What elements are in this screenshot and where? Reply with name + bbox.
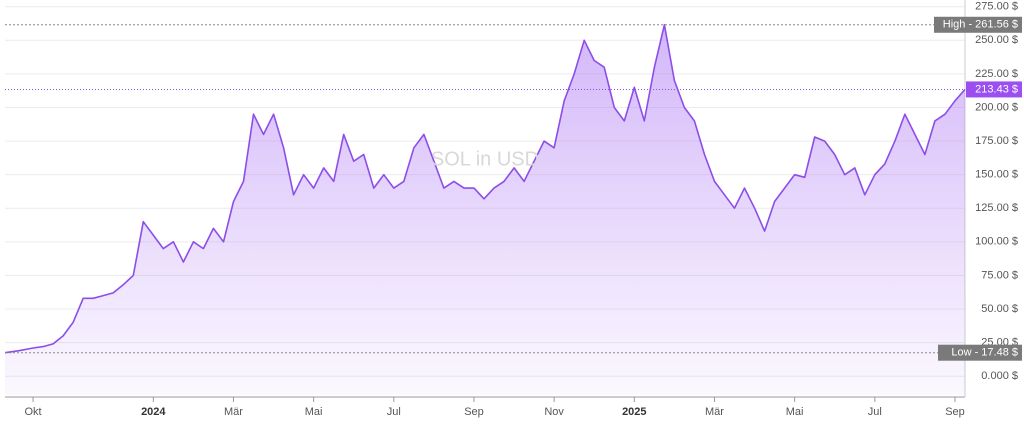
- y-tick-label: 200.00 $: [975, 101, 1018, 113]
- y-tick-label: 225.00 $: [975, 68, 1018, 80]
- y-tick-label: 125.00 $: [975, 202, 1018, 214]
- x-tick-label: 2025: [622, 406, 646, 418]
- last-label-bg: [966, 81, 1022, 98]
- x-tick-label: Jul: [387, 406, 401, 418]
- x-tick-label: Sep: [464, 406, 484, 418]
- low-label: Low - 17.48 $: [951, 347, 1018, 359]
- high-label: High - 261.56 $: [943, 19, 1018, 31]
- x-tick-label: 2024: [141, 406, 166, 418]
- last-label: 213.43 $: [975, 83, 1018, 95]
- x-tick-label: Mär: [224, 406, 243, 418]
- x-tick-label: Mai: [786, 406, 804, 418]
- y-tick-label: 50.00 $: [981, 303, 1018, 315]
- x-tick-label: Sep: [945, 406, 965, 418]
- watermark-title: SOL in USD: [431, 148, 539, 170]
- x-tick-label: Mai: [305, 406, 323, 418]
- high-label-bg: [934, 16, 1022, 33]
- price-line: [4, 24, 966, 354]
- x-tick-label: Nov: [544, 406, 564, 418]
- y-tick-label: 100.00 $: [975, 236, 1018, 248]
- y-tick-label: 250.00 $: [975, 34, 1018, 46]
- y-tick-label: 175.00 $: [975, 135, 1018, 147]
- y-tick-label: 75.00 $: [981, 269, 1018, 281]
- x-tick-label: Mär: [705, 406, 724, 418]
- low-label-bg: [938, 344, 1022, 361]
- area-fill: [5, 24, 965, 396]
- y-tick-label: 275.00 $: [975, 1, 1018, 13]
- x-tick-label: Jul: [868, 406, 882, 418]
- y-tick-label: 150.00 $: [975, 169, 1018, 181]
- x-tick-label: Okt: [24, 406, 41, 418]
- y-tick-label: 0.000 $: [981, 370, 1018, 382]
